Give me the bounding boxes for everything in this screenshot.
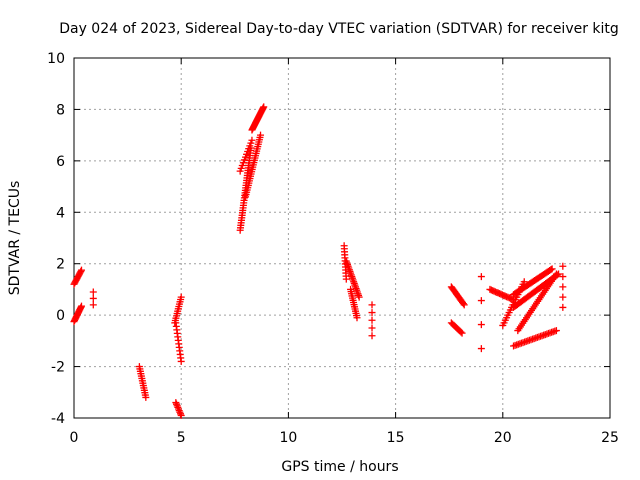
data-point bbox=[89, 294, 97, 302]
data-point bbox=[547, 266, 555, 274]
y-tick-label: 0 bbox=[56, 308, 65, 324]
data-point bbox=[460, 301, 468, 309]
y-tick-label: 10 bbox=[47, 51, 65, 67]
data-point bbox=[368, 316, 376, 324]
data-point bbox=[78, 266, 86, 274]
data-point bbox=[142, 393, 150, 401]
data-points bbox=[70, 103, 567, 419]
data-point bbox=[368, 332, 376, 340]
x-tick-label: 5 bbox=[177, 430, 186, 446]
data-point bbox=[89, 288, 97, 296]
data-point bbox=[459, 300, 467, 308]
x-tick-label: 10 bbox=[279, 430, 297, 446]
data-point bbox=[548, 265, 556, 273]
y-tick-label: -4 bbox=[51, 411, 65, 427]
plot-frame bbox=[73, 57, 611, 419]
data-point bbox=[172, 399, 180, 407]
data-point bbox=[559, 293, 567, 301]
x-tick-label: 25 bbox=[601, 430, 619, 446]
data-point bbox=[353, 314, 361, 322]
x-tick-label: 15 bbox=[387, 430, 405, 446]
data-point bbox=[368, 324, 376, 332]
data-point bbox=[177, 357, 185, 365]
data-point bbox=[77, 267, 85, 275]
data-point bbox=[177, 411, 185, 419]
data-point bbox=[177, 293, 185, 301]
y-tick-label: -2 bbox=[51, 360, 65, 376]
axis-ticks: 0 5 10 15 20 25 -4 -2 0 2 4 6 8 10 bbox=[47, 51, 619, 446]
data-point bbox=[176, 408, 184, 416]
chart-title: Day 024 of 2023, Sidereal Day-to-day VTE… bbox=[59, 21, 619, 37]
data-point bbox=[175, 405, 183, 413]
y-axis-label: SDTVAR / TECUs bbox=[7, 181, 23, 296]
data-point bbox=[477, 321, 485, 329]
data-point bbox=[559, 283, 567, 291]
data-point bbox=[552, 270, 560, 278]
data-point bbox=[559, 303, 567, 311]
x-tick-label: 0 bbox=[70, 430, 79, 446]
data-point bbox=[342, 275, 350, 283]
data-point bbox=[559, 273, 567, 281]
grid bbox=[74, 58, 610, 418]
data-point bbox=[89, 301, 97, 309]
data-point bbox=[173, 402, 181, 410]
y-tick-label: 8 bbox=[56, 102, 65, 118]
data-point bbox=[257, 131, 265, 139]
data-point bbox=[260, 103, 268, 111]
data-point bbox=[552, 327, 560, 335]
data-point bbox=[173, 400, 181, 408]
data-point bbox=[175, 407, 183, 415]
x-axis-label: GPS time / hours bbox=[281, 459, 398, 475]
data-point bbox=[177, 410, 185, 418]
data-point bbox=[78, 302, 86, 310]
data-point bbox=[477, 345, 485, 353]
data-point bbox=[477, 273, 485, 281]
y-tick-label: 2 bbox=[56, 257, 65, 273]
data-point bbox=[368, 309, 376, 317]
data-point bbox=[520, 278, 528, 286]
y-tick-label: 4 bbox=[56, 205, 65, 221]
data-point bbox=[559, 262, 567, 270]
data-point bbox=[368, 301, 376, 309]
data-point bbox=[458, 329, 466, 337]
x-tick-label: 20 bbox=[494, 430, 512, 446]
data-point bbox=[355, 293, 363, 301]
y-tick-label: 6 bbox=[56, 154, 65, 170]
data-point bbox=[477, 297, 485, 305]
data-point bbox=[174, 403, 182, 411]
data-point bbox=[457, 328, 465, 336]
data-point bbox=[248, 136, 256, 144]
